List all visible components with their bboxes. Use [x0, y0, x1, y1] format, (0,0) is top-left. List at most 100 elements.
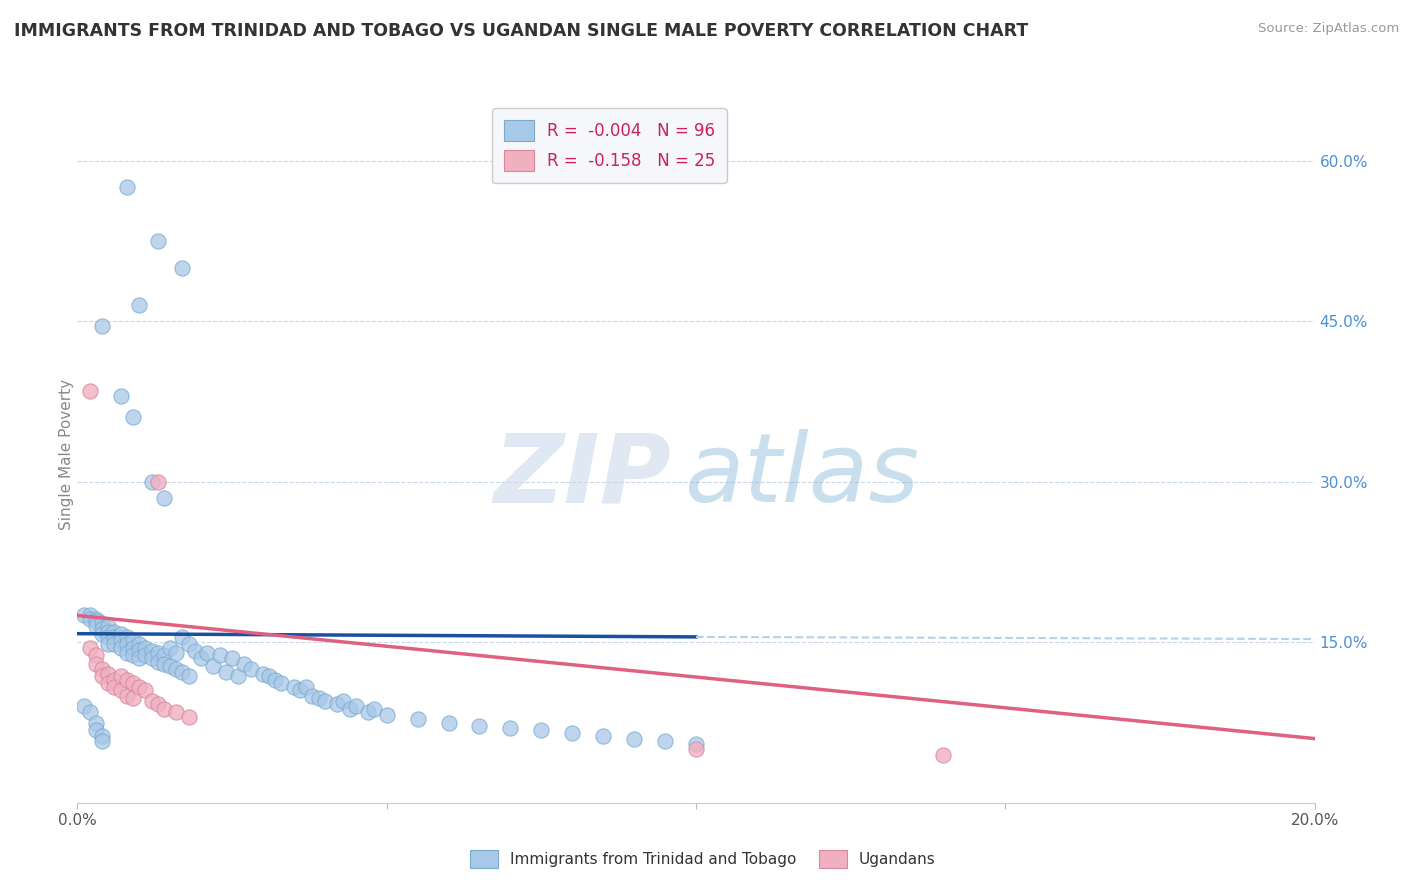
Point — [97, 624, 120, 639]
Point — [190, 651, 212, 665]
Point — [128, 637, 150, 651]
Point — [301, 689, 323, 703]
Point — [184, 644, 207, 658]
Point — [270, 676, 292, 690]
Point — [128, 680, 150, 694]
Point — [165, 662, 187, 676]
Point — [141, 694, 163, 708]
Point — [91, 669, 114, 683]
Point — [115, 673, 138, 687]
Point — [128, 642, 150, 657]
Point — [437, 715, 460, 730]
Point — [146, 234, 169, 248]
Point — [623, 731, 645, 746]
Point — [177, 710, 200, 724]
Text: Source: ZipAtlas.com: Source: ZipAtlas.com — [1258, 22, 1399, 36]
Point — [103, 630, 125, 644]
Point — [122, 676, 145, 690]
Point — [288, 683, 311, 698]
Point — [79, 612, 101, 626]
Point — [165, 646, 187, 660]
Point — [128, 298, 150, 312]
Point — [84, 612, 107, 626]
Point — [257, 669, 280, 683]
Point — [115, 689, 138, 703]
Point — [115, 637, 138, 651]
Point — [406, 712, 429, 726]
Point — [295, 680, 318, 694]
Point — [103, 673, 125, 687]
Point — [339, 701, 361, 715]
Point — [146, 475, 169, 489]
Point — [91, 730, 114, 744]
Point — [79, 608, 101, 623]
Point — [141, 475, 163, 489]
Text: IMMIGRANTS FROM TRINIDAD AND TOBAGO VS UGANDAN SINGLE MALE POVERTY CORRELATION C: IMMIGRANTS FROM TRINIDAD AND TOBAGO VS U… — [14, 22, 1028, 40]
Point — [97, 676, 120, 690]
Point — [91, 615, 114, 630]
Point — [233, 657, 256, 671]
Point — [115, 630, 138, 644]
Point — [134, 640, 156, 655]
Point — [110, 683, 132, 698]
Point — [308, 690, 330, 705]
Point — [252, 667, 274, 681]
Legend: R =  -0.004   N = 96, R =  -0.158   N = 25: R = -0.004 N = 96, R = -0.158 N = 25 — [492, 109, 727, 183]
Point — [195, 646, 218, 660]
Point — [122, 410, 145, 425]
Point — [97, 619, 120, 633]
Text: ZIP: ZIP — [494, 429, 671, 523]
Point — [134, 683, 156, 698]
Text: atlas: atlas — [683, 429, 918, 523]
Point — [91, 319, 114, 334]
Point — [97, 637, 120, 651]
Point — [172, 630, 194, 644]
Point — [357, 705, 380, 719]
Point — [84, 657, 107, 671]
Point — [363, 701, 385, 715]
Point — [177, 669, 200, 683]
Point — [172, 260, 194, 275]
Point — [115, 646, 138, 660]
Point — [110, 640, 132, 655]
Point — [932, 747, 955, 762]
Point — [141, 644, 163, 658]
Point — [146, 698, 169, 712]
Point — [685, 742, 707, 756]
Point — [314, 694, 336, 708]
Point — [122, 648, 145, 662]
Point — [103, 680, 125, 694]
Point — [79, 640, 101, 655]
Point — [97, 667, 120, 681]
Point — [84, 723, 107, 737]
Point — [72, 608, 94, 623]
Point — [654, 733, 676, 747]
Point — [177, 637, 200, 651]
Point — [344, 699, 367, 714]
Point — [79, 705, 101, 719]
Point — [165, 705, 187, 719]
Point — [110, 633, 132, 648]
Point — [499, 721, 522, 735]
Point — [103, 624, 125, 639]
Point — [592, 730, 614, 744]
Point — [122, 633, 145, 648]
Point — [530, 723, 553, 737]
Point — [468, 719, 491, 733]
Point — [122, 640, 145, 655]
Point — [159, 640, 181, 655]
Point — [226, 669, 249, 683]
Point — [153, 657, 176, 671]
Point — [110, 389, 132, 403]
Point — [685, 737, 707, 751]
Point — [153, 648, 176, 662]
Point — [110, 626, 132, 640]
Point — [264, 673, 287, 687]
Point — [239, 662, 262, 676]
Point — [91, 626, 114, 640]
Point — [128, 651, 150, 665]
Point — [84, 648, 107, 662]
Point — [283, 680, 305, 694]
Point — [202, 658, 225, 673]
Point — [332, 694, 354, 708]
